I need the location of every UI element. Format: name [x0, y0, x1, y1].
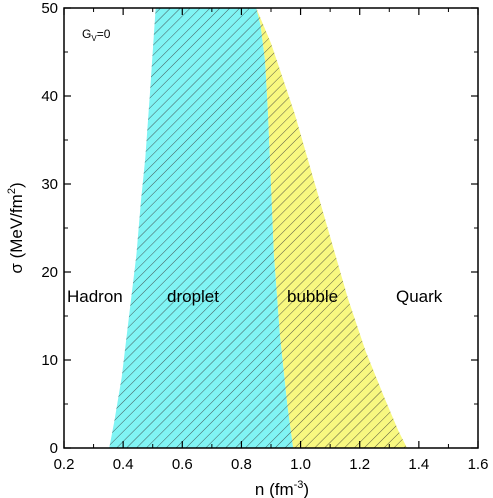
x-tick-label: 0.2	[54, 456, 75, 473]
quark-label: Quark	[396, 287, 443, 306]
bubble-label: bubble	[287, 287, 338, 306]
droplet-label: droplet	[167, 287, 219, 306]
y-axis-title-exp: 2	[6, 188, 18, 194]
x-tick-label: 0.6	[172, 456, 193, 473]
y-axis-title-main: σ (MeV/fm	[7, 194, 26, 273]
parameter-label-main: G	[82, 27, 91, 41]
y-tick-label: 40	[41, 88, 58, 105]
x-tick-label: 0.4	[113, 456, 134, 473]
parameter-label-rest: =0	[97, 27, 111, 41]
x-axis-title: n (fm-3)	[255, 479, 309, 498]
x-axis-title-close: )	[303, 480, 309, 498]
x-axis-title-exp: -3	[294, 479, 304, 491]
x-tick-label: 1.6	[468, 456, 489, 473]
x-tick-label: 1.0	[290, 456, 311, 473]
axis-ticks: 0.2 0.4 0.6 0.8 1.0 1.2 1.4 1.6 0 10 20 30 40 50	[41, 0, 488, 473]
parameter-label-sub: V	[91, 34, 97, 43]
y-axis-title: σ (MeV/fm2)	[6, 182, 26, 273]
x-tick-label: 0.8	[231, 456, 252, 473]
y-tick-label: 30	[41, 176, 58, 193]
droplet-region-hatch	[109, 8, 294, 448]
y-axis-title-close: )	[7, 182, 26, 188]
y-tick-label: 20	[41, 264, 58, 281]
bubble-region-hatch	[256, 8, 408, 448]
parameter-label: GV=0	[82, 27, 111, 43]
y-tick-label: 10	[41, 352, 58, 369]
x-axis-title-main: n (fm	[255, 480, 294, 498]
y-tick-label: 50	[41, 0, 58, 17]
hadron-label: Hadron	[67, 287, 123, 306]
y-tick-label: 0	[50, 440, 58, 457]
x-tick-label: 1.4	[408, 456, 429, 473]
x-tick-label: 1.2	[349, 456, 370, 473]
